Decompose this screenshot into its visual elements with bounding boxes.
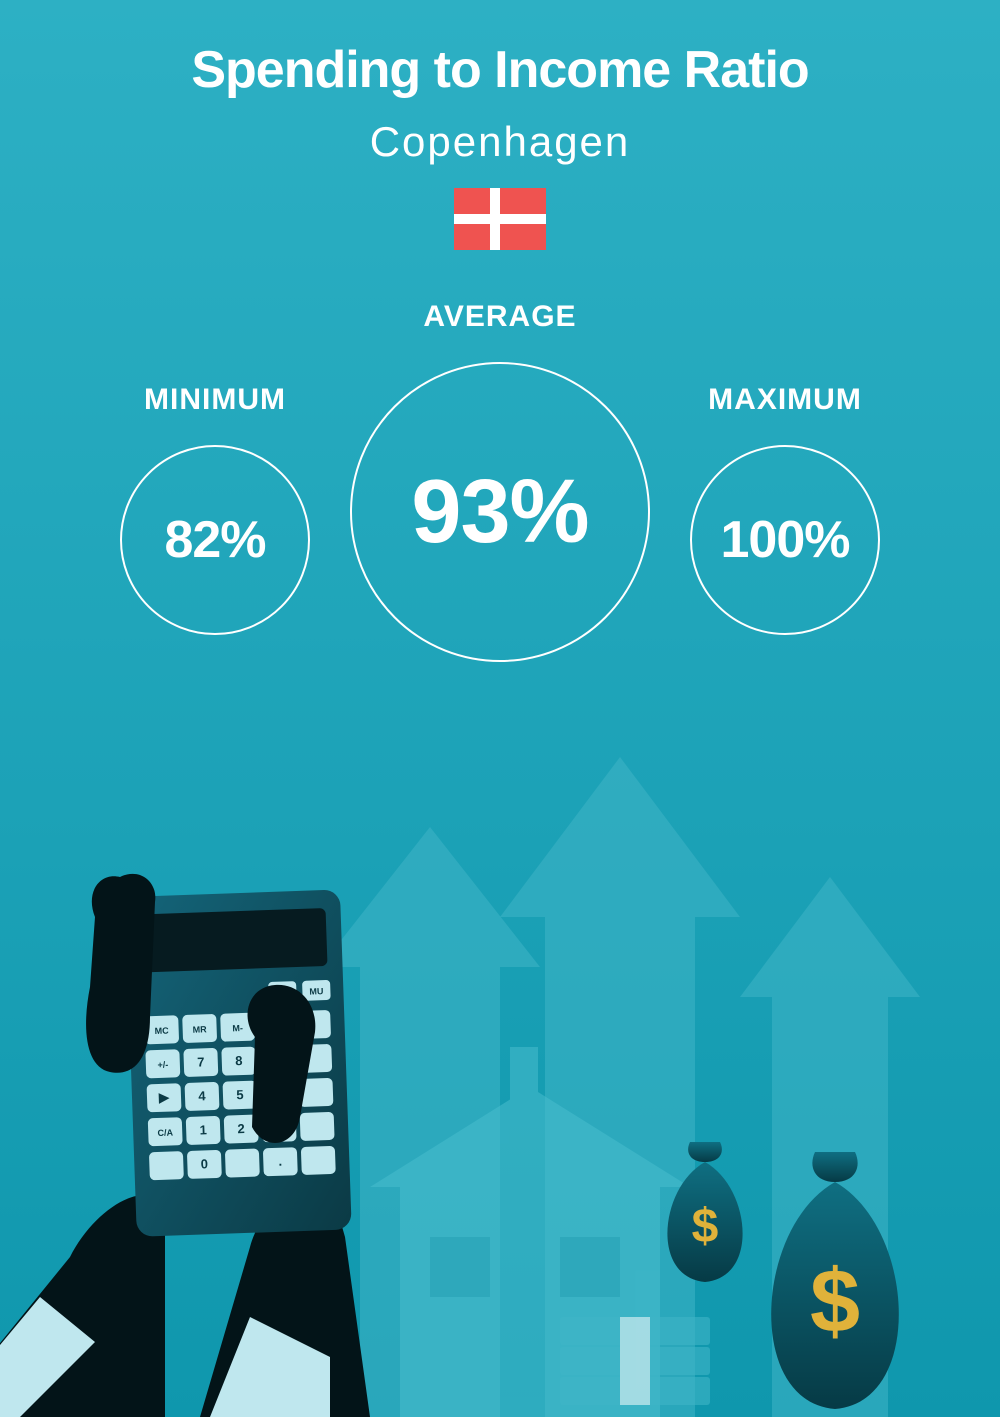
money-bag-large-icon: $ xyxy=(771,1152,899,1409)
stat-minimum: MINIMUM 82% xyxy=(120,383,310,635)
svg-text:7: 7 xyxy=(197,1054,205,1069)
stat-circle-minimum: 82% xyxy=(120,445,310,635)
svg-text:%: % xyxy=(278,987,287,998)
cash-stack-icon xyxy=(560,1317,710,1405)
svg-text:0: 0 xyxy=(200,1156,208,1171)
svg-text:3: 3 xyxy=(275,1120,283,1135)
svg-text:$: $ xyxy=(810,1252,860,1352)
svg-text:MC: MC xyxy=(155,1026,170,1036)
page-title: Spending to Income Ratio xyxy=(0,40,1000,100)
stat-value-maximum: 100% xyxy=(721,510,850,570)
stat-label-minimum: MINIMUM xyxy=(144,383,286,417)
infographic-canvas: Spending to Income Ratio Copenhagen MINI… xyxy=(0,0,1000,1417)
house-icon xyxy=(370,1047,690,1417)
svg-text:9: 9 xyxy=(273,1052,281,1067)
svg-text:4: 4 xyxy=(198,1088,207,1103)
stat-circle-maximum: 100% xyxy=(690,445,880,635)
svg-text:8: 8 xyxy=(235,1053,243,1068)
svg-text:M-: M- xyxy=(232,1023,243,1033)
svg-text:C/A: C/A xyxy=(157,1127,173,1138)
svg-text:1: 1 xyxy=(199,1122,207,1137)
stat-average: AVERAGE 93% xyxy=(350,300,650,662)
svg-text:2: 2 xyxy=(237,1121,245,1136)
header: Spending to Income Ratio Copenhagen xyxy=(0,0,1000,250)
finance-illustration: $ $ % MU MC MR M- M+ +/- xyxy=(0,717,1000,1417)
svg-text:MU: MU xyxy=(309,986,323,996)
page-subtitle: Copenhagen xyxy=(0,118,1000,166)
svg-text:$: $ xyxy=(692,1200,719,1253)
svg-text:▶: ▶ xyxy=(158,1090,171,1105)
hands-holding-calculator-icon: % MU MC MR M- M+ +/- 7 8 9 ▶ 4 5 6 C/A 1 2 3 0. xyxy=(0,874,370,1417)
svg-text:M+: M+ xyxy=(269,1022,282,1032)
stat-value-minimum: 82% xyxy=(164,510,265,570)
denmark-flag-icon xyxy=(454,188,546,250)
svg-text:.: . xyxy=(278,1154,282,1169)
money-bag-small-icon: $ xyxy=(667,1142,742,1282)
stat-value-average: 93% xyxy=(411,461,588,564)
stats-row: MINIMUM 82% AVERAGE 93% MAXIMUM 100% xyxy=(0,300,1000,662)
stat-maximum: MAXIMUM 100% xyxy=(690,383,880,635)
svg-text:5: 5 xyxy=(236,1087,244,1102)
stat-label-average: AVERAGE xyxy=(423,300,576,334)
svg-text:6: 6 xyxy=(274,1086,282,1101)
stat-label-maximum: MAXIMUM xyxy=(708,383,862,417)
stat-circle-average: 93% xyxy=(350,362,650,662)
svg-text:+/-: +/- xyxy=(157,1060,168,1070)
svg-text:MR: MR xyxy=(192,1024,207,1034)
growth-arrows-icon xyxy=(320,757,920,1417)
